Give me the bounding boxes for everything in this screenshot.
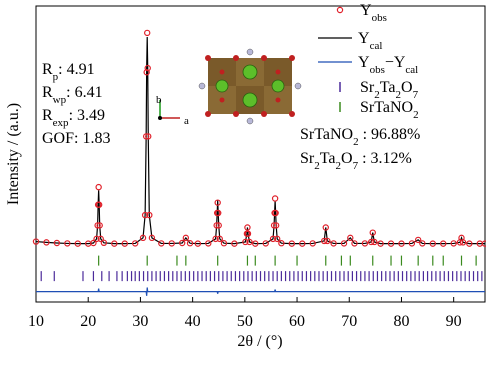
refinement-stat-part: R	[42, 107, 53, 124]
x-tick-label: 80	[393, 313, 409, 330]
phase-fraction-part: Ta	[320, 150, 336, 167]
chart: 2θ / (°) Intensity / (a.u.) b a 10 20 30 40…	[0, 0, 486, 360]
phase-fraction-part: O	[341, 150, 353, 167]
x-axis-label: 2θ / (°)	[237, 333, 282, 350]
stat-value: 4.91	[67, 61, 95, 78]
legend-label-part: 7	[413, 89, 419, 101]
x-tick-label: 20	[80, 313, 96, 330]
legend-label: SrTaNO2	[360, 99, 419, 121]
stat-sep: :	[69, 107, 77, 124]
refinement-stat-part: GOF	[42, 130, 74, 147]
legend-label: Ycal	[358, 30, 382, 52]
legend-symbol	[337, 7, 342, 12]
legend-label: Yobs−Ycal	[358, 54, 418, 76]
stat-value: 3.49	[77, 107, 105, 124]
refinement-stat: GOF: 1.83	[42, 130, 110, 147]
legend-label: Sr2Ta2O7	[360, 79, 419, 101]
stat-value: 1.83	[82, 130, 110, 147]
stat-sep: :	[66, 84, 74, 101]
legend-label-part: obs	[370, 64, 385, 76]
x-tick-label: 90	[446, 313, 462, 330]
phase-fraction-part: Sr	[300, 150, 315, 167]
refinement-stat-part: wp	[53, 94, 67, 106]
legend-label-part: O	[401, 79, 413, 96]
x-tick-label: 40	[185, 313, 201, 330]
refinement-stat-part: exp	[53, 117, 69, 129]
legend-label-part: 2	[413, 109, 419, 121]
x-tick-label: 50	[237, 313, 253, 330]
phase-fraction-part: SrTaNO	[300, 126, 353, 143]
profile-line	[36, 288, 485, 296]
refinement-stat-part: R	[42, 84, 53, 101]
obs-point	[145, 30, 150, 35]
refinement-stat: Rp: 4.91	[42, 61, 95, 83]
legend-label-part: SrTaNO	[360, 99, 413, 116]
y-axis-label: Intensity / (a.u.)	[5, 103, 22, 205]
legend-label-part: cal	[370, 40, 383, 52]
legend-label: Yobs	[360, 2, 387, 24]
legend-label-part: Sr	[360, 79, 375, 96]
crystal-inset	[158, 49, 301, 124]
refinement-stat: Rwp: 6.41	[42, 84, 103, 106]
phase-fraction-value: 96.88%	[371, 126, 420, 143]
stat-value: 6.41	[75, 84, 103, 101]
x-tick-label: 30	[132, 313, 148, 330]
legend-label-part: Ta	[380, 79, 396, 96]
legend-label-part: Y	[360, 2, 372, 19]
phase-fraction: Sr2Ta2O7 : 3.12%	[300, 150, 412, 172]
legend-label-part: −Y	[385, 54, 406, 71]
legend-label-part: Y	[358, 30, 370, 47]
obs-point	[96, 185, 101, 190]
x-tick-label: 10	[28, 313, 44, 330]
legend-label-part: Y	[358, 54, 370, 71]
inset-axis-label: a	[184, 115, 189, 127]
phase-fraction-sep: :	[359, 126, 371, 143]
x-tick-label: 60	[289, 313, 305, 330]
phase-fraction-value: 3.12%	[371, 150, 412, 167]
phase-fraction: SrTaNO2 : 96.88%	[300, 126, 420, 148]
obs-point	[273, 196, 278, 201]
refinement-stat-part: R	[42, 61, 53, 78]
stat-sep: :	[58, 61, 66, 78]
refinement-stat: Rexp: 3.49	[42, 107, 105, 129]
phase-fraction-sep: :	[358, 150, 370, 167]
x-tick-label: 70	[341, 313, 357, 330]
legend-label-part: cal	[405, 64, 418, 76]
inset-axis-label: b	[156, 94, 162, 106]
stat-sep: :	[74, 130, 82, 147]
legend-label-part: obs	[372, 12, 387, 24]
